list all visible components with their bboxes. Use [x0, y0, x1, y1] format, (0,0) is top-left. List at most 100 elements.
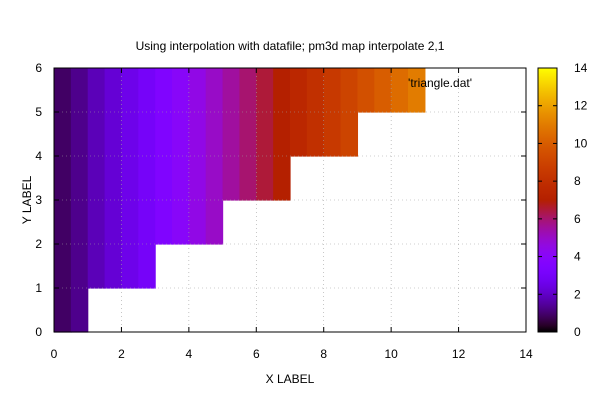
heatmap-cell	[239, 68, 257, 113]
heatmap-cell	[205, 156, 224, 201]
heatmap-cell	[138, 244, 156, 289]
x-tick-label: 2	[118, 347, 125, 361]
heatmap-cell	[54, 200, 72, 245]
heatmap-cell	[104, 156, 123, 201]
heatmap-cell	[391, 68, 409, 113]
heatmap-cell	[374, 68, 392, 113]
y-axis-ticks: 0 1 2 3 4 5 6	[35, 61, 526, 339]
heatmap-cell	[239, 112, 257, 157]
heatmap-cell	[239, 156, 257, 201]
heatmap-cell	[138, 200, 156, 245]
heatmap-cell	[205, 112, 224, 157]
y-tick-label: 1	[35, 281, 42, 295]
heatmap-cell	[256, 112, 274, 157]
grid-lines	[54, 68, 526, 332]
heatmap-cell	[87, 68, 106, 113]
heatmap-cell	[121, 112, 139, 157]
colorbar-tick-label: 4	[574, 250, 581, 264]
colorbar-ticks: 0 2 4 6 8 10 12 14	[538, 61, 588, 339]
heatmap-cell	[323, 68, 342, 113]
chart-title: Using interpolation with datafile; pm3d …	[136, 39, 445, 53]
x-axis-ticks: 0 2 4 6 8 10 12 14	[51, 68, 533, 361]
heatmap-cell	[70, 288, 89, 333]
colorbar-tick-label: 0	[574, 325, 581, 339]
heatmap-cell	[54, 68, 72, 113]
x-tick-label: 8	[320, 347, 327, 361]
heatmap-cell	[138, 68, 156, 113]
heatmap-cell	[54, 156, 72, 201]
heatmap-cell	[273, 112, 291, 157]
heatmap-cell	[172, 200, 190, 245]
heatmap-cell	[340, 68, 359, 113]
heatmap-cell	[121, 68, 139, 113]
y-tick-label: 0	[35, 325, 42, 339]
heatmap-cell	[273, 156, 291, 201]
colorbar	[537, 67, 558, 333]
heatmap-cell	[188, 68, 207, 113]
heatmap-cell	[205, 200, 224, 245]
x-tick-label: 10	[384, 347, 398, 361]
heatmap-cell	[340, 112, 359, 157]
colorbar-tick-label: 10	[574, 136, 588, 150]
heatmap-cell	[87, 112, 106, 157]
heatmap-cell	[256, 156, 274, 201]
y-tick-label: 3	[35, 193, 42, 207]
heatmap-cell	[155, 112, 173, 157]
heatmap-cell	[273, 68, 291, 113]
heatmap-cell	[54, 244, 72, 289]
x-axis-label: X LABEL	[266, 372, 315, 386]
heatmap-cell	[357, 68, 375, 113]
heatmap-cell	[87, 200, 106, 245]
heatmap-cell	[70, 112, 89, 157]
heatmap-cell	[70, 244, 89, 289]
heatmap-cell	[70, 200, 89, 245]
y-tick-label: 4	[35, 149, 42, 163]
heatmap-cell	[323, 112, 342, 157]
heatmap-cell	[222, 156, 241, 201]
y-tick-label: 6	[35, 61, 42, 75]
heatmap-cell	[104, 244, 123, 289]
x-tick-label: 6	[253, 347, 260, 361]
y-tick-label: 5	[35, 105, 42, 119]
heatmap-cells	[54, 68, 426, 333]
colorbar-tick-label: 12	[574, 99, 588, 113]
x-tick-label: 12	[452, 347, 466, 361]
heatmap-cell	[121, 156, 139, 201]
colorbar-tick-label: 14	[574, 61, 588, 75]
heatmap-cell	[70, 68, 89, 113]
heatmap-cell	[70, 156, 89, 201]
x-tick-label: 4	[186, 347, 193, 361]
heatmap-cell	[222, 68, 241, 113]
heatmap-cell	[121, 244, 139, 289]
colorbar-tick-label: 2	[574, 287, 581, 301]
x-tick-label: 14	[519, 347, 533, 361]
heatmap-cell	[104, 200, 123, 245]
heatmap-cell	[172, 156, 190, 201]
y-tick-label: 2	[35, 237, 42, 251]
heatmap-cell	[172, 68, 190, 113]
heatmap-cell	[54, 288, 72, 333]
heatmap-cell	[188, 112, 207, 157]
heatmap-cell	[408, 68, 426, 113]
heatmap-cell	[155, 200, 173, 245]
heatmap-cell	[87, 156, 106, 201]
heatmap-cell	[290, 112, 308, 157]
heatmap-cell	[155, 156, 173, 201]
colorbar-tick-label: 8	[574, 174, 581, 188]
heatmap-cell	[138, 156, 156, 201]
heatmap-cell	[104, 68, 123, 113]
heatmap-cell	[138, 112, 156, 157]
heatmap-cell	[87, 244, 106, 289]
heatmap-cell	[188, 156, 207, 201]
heatmap-cell	[256, 68, 274, 113]
heatmap-cell	[205, 68, 224, 113]
heatmap-cell	[155, 68, 173, 113]
heatmap-cell	[104, 112, 123, 157]
heatmap-cell	[222, 112, 241, 157]
y-axis-label: Y LABEL	[20, 175, 34, 224]
heatmap-cell	[121, 200, 139, 245]
heatmap-cell	[188, 200, 207, 245]
heatmap-cell	[306, 68, 325, 113]
x-tick-label: 0	[51, 347, 58, 361]
